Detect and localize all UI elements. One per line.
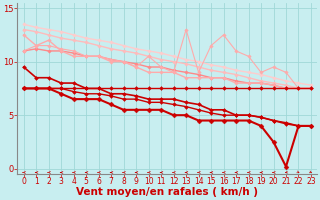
X-axis label: Vent moyen/en rafales ( km/h ): Vent moyen/en rafales ( km/h ) <box>76 187 258 197</box>
